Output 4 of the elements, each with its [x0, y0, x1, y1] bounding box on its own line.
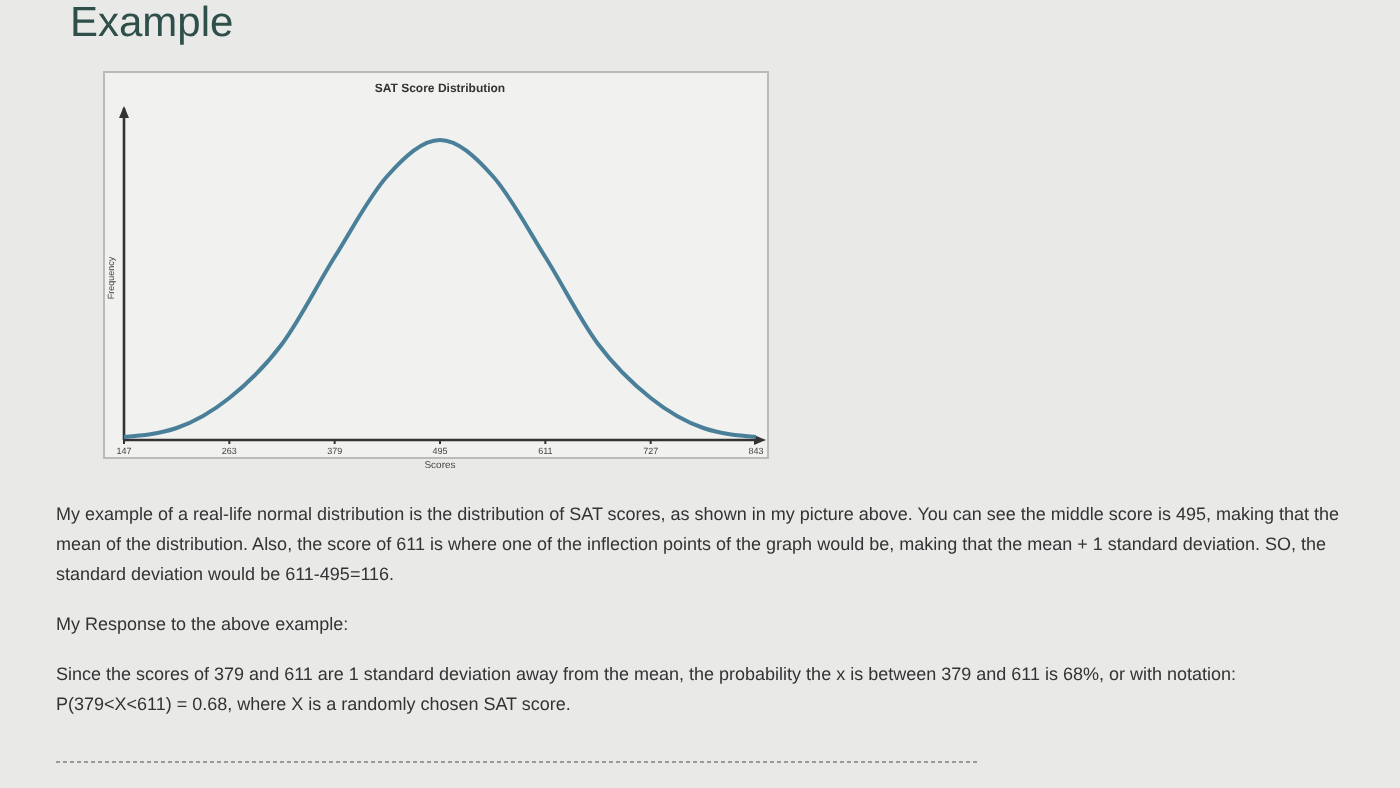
text: My example of a real-life normal distribution is the distribution of SAT scores, as shown in my picture above. You can see the middle score is 495, making that the mean of the distribution. Also, the score of 611 is where one of the inflection points of the graph would be, making that the mean + 1 standard deviation. SO, the standard deviation would be 611-495=116.: [56, 502, 1341, 588]
text: Example: [70, 0, 234, 48]
text: Since the scores of 379 and 611 are 1 standard deviation away from the mean, the probability the x is between 379 and 611 is 68%, or with notation: P(379<X<611) = 0.68, where X is a randomly chosen SAT score.: [56, 662, 1239, 718]
text: My Response to the above example:: [56, 612, 351, 638]
